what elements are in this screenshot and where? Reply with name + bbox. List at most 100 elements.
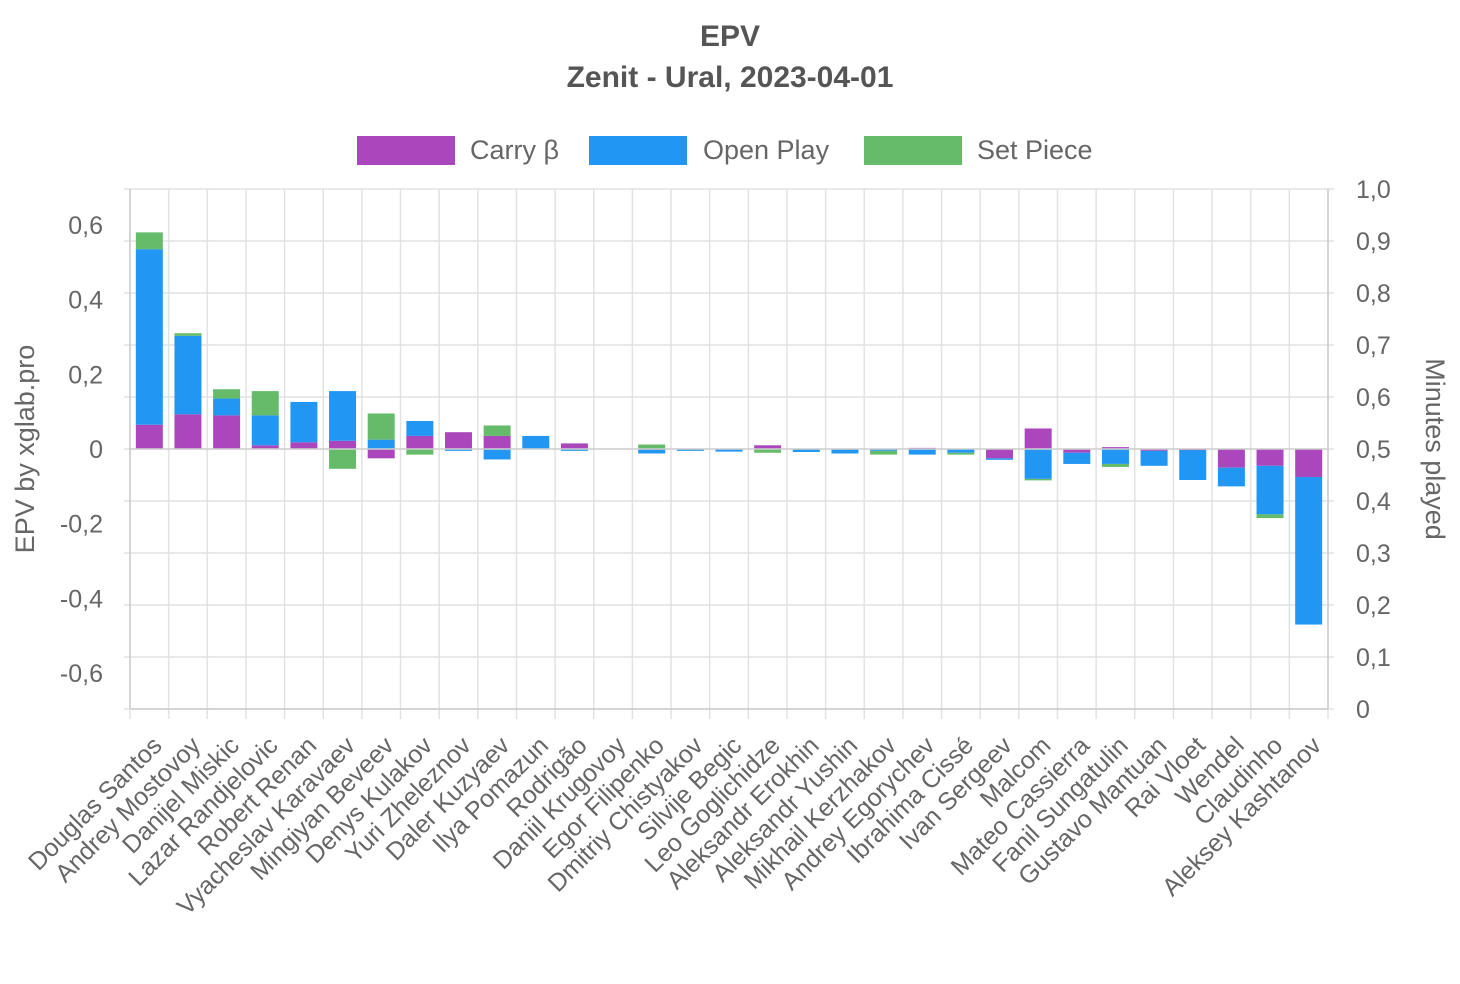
bar-segment (406, 449, 434, 455)
bar-segment (1256, 449, 1284, 466)
bar-segment (174, 335, 202, 415)
y-tick-label: 0,4 (68, 287, 103, 315)
legend-swatch (357, 136, 455, 165)
bar-segment (135, 424, 163, 449)
chart-subtitle: Zenit - Ural, 2023-04-01 (567, 61, 894, 94)
bar-segment (483, 425, 511, 436)
bar-segment (792, 449, 820, 452)
y2-tick-label: 1,0 (1356, 176, 1391, 204)
bar-segment (483, 435, 511, 449)
bar-segment (1063, 449, 1091, 453)
bar-segment (638, 444, 666, 449)
bar-segment (329, 391, 357, 441)
bar-segment (1256, 465, 1284, 515)
bar-segment (638, 449, 666, 454)
bar-segment (251, 445, 279, 449)
bar-segment (213, 389, 241, 399)
bar-segment (1217, 449, 1245, 468)
bar-segment (1101, 463, 1129, 467)
bar-segment (754, 449, 782, 453)
y2-axis-label: Minutes played (1420, 358, 1450, 540)
y2-tick-label: 0,9 (1356, 228, 1391, 256)
y-axis-label: EPV by xglab.pro (10, 345, 40, 554)
bar-segment (870, 450, 898, 455)
y2-tick-label: 0,2 (1356, 592, 1391, 620)
y2-tick-label: 0,5 (1356, 436, 1391, 464)
bar-segment (290, 401, 318, 443)
legend-swatch (864, 136, 962, 165)
bar-segment (947, 452, 975, 455)
bar-segment (251, 415, 279, 446)
bar-segment (135, 232, 163, 250)
bar-segment (522, 435, 550, 449)
bar-segment (1256, 514, 1284, 519)
bar-segment (1101, 447, 1129, 449)
bar-segment (715, 449, 743, 452)
bar-segment (1024, 449, 1052, 479)
y2-tick-label: 0,6 (1356, 384, 1391, 412)
bar-segment (1024, 428, 1052, 449)
bar-segment (290, 442, 318, 449)
y-axis-ticks: 0,6 0,4 0,2 0 -0,2 -0,4 -0,6 (60, 212, 103, 688)
bar-segment (831, 449, 859, 454)
bar-segment (947, 449, 975, 453)
bar-segment (870, 449, 898, 451)
legend: Carry β Open Play Set Piece (357, 135, 1093, 165)
bar-segment (1063, 452, 1091, 464)
y-tick-label: 0,2 (68, 361, 103, 389)
y2-tick-label: 0,7 (1356, 332, 1391, 360)
y2-tick-label: 0 (1356, 696, 1370, 724)
y-tick-label: 0 (89, 436, 103, 464)
bar-segment (1217, 467, 1245, 487)
chart-title: EPV (700, 20, 760, 53)
bar-segment (444, 432, 472, 449)
y2-tick-label: 0,3 (1356, 540, 1391, 568)
bar-segment (1101, 449, 1129, 464)
legend-label: Open Play (703, 135, 830, 165)
bar-segment (986, 458, 1014, 460)
bar-segment (560, 449, 588, 451)
legend-swatch (589, 136, 687, 165)
bar-segment (560, 443, 588, 449)
bar-segment (1295, 477, 1323, 625)
bars (135, 232, 1323, 625)
bar-segment (754, 445, 782, 449)
y-tick-label: 0,6 (68, 212, 103, 240)
bar-segment (444, 449, 472, 451)
bar-segment (676, 449, 704, 451)
bar-segment (908, 449, 936, 455)
y2-tick-label: 0,8 (1356, 280, 1391, 308)
bar-segment (213, 415, 241, 449)
y-tick-label: -0,2 (60, 511, 103, 539)
bar-segment (251, 391, 279, 416)
y2-tick-label: 0,1 (1356, 644, 1391, 672)
bar-segment (329, 449, 357, 469)
bar-segment (213, 398, 241, 416)
bar-segment (135, 249, 163, 425)
bar-segment (1024, 478, 1052, 481)
y-tick-label: -0,6 (60, 660, 103, 688)
y2-axis-ticks: 1,0 0,9 0,8 0,7 0,6 0,5 0,4 0,3 0,2 0,1 0 (1356, 176, 1391, 724)
y-tick-label: -0,4 (60, 585, 103, 613)
y2-tick-label: 0,4 (1356, 488, 1391, 516)
bar-segment (367, 413, 395, 440)
bar-segment (1295, 449, 1323, 478)
bar-segment (406, 435, 434, 449)
bar-segment (986, 449, 1014, 459)
bar-segment (483, 449, 511, 460)
bar-segment (367, 449, 395, 459)
bar-segment (329, 440, 357, 449)
bar-segment (1179, 450, 1207, 481)
bar-segment (1140, 450, 1168, 466)
bar-segment (174, 414, 202, 449)
bar-segment (406, 420, 434, 436)
legend-label: Carry β (470, 135, 559, 165)
bar-segment (367, 439, 395, 449)
bar-segment (1140, 449, 1168, 451)
axes (129, 189, 1329, 710)
bar-segment (174, 333, 202, 336)
legend-label: Set Piece (977, 135, 1093, 165)
